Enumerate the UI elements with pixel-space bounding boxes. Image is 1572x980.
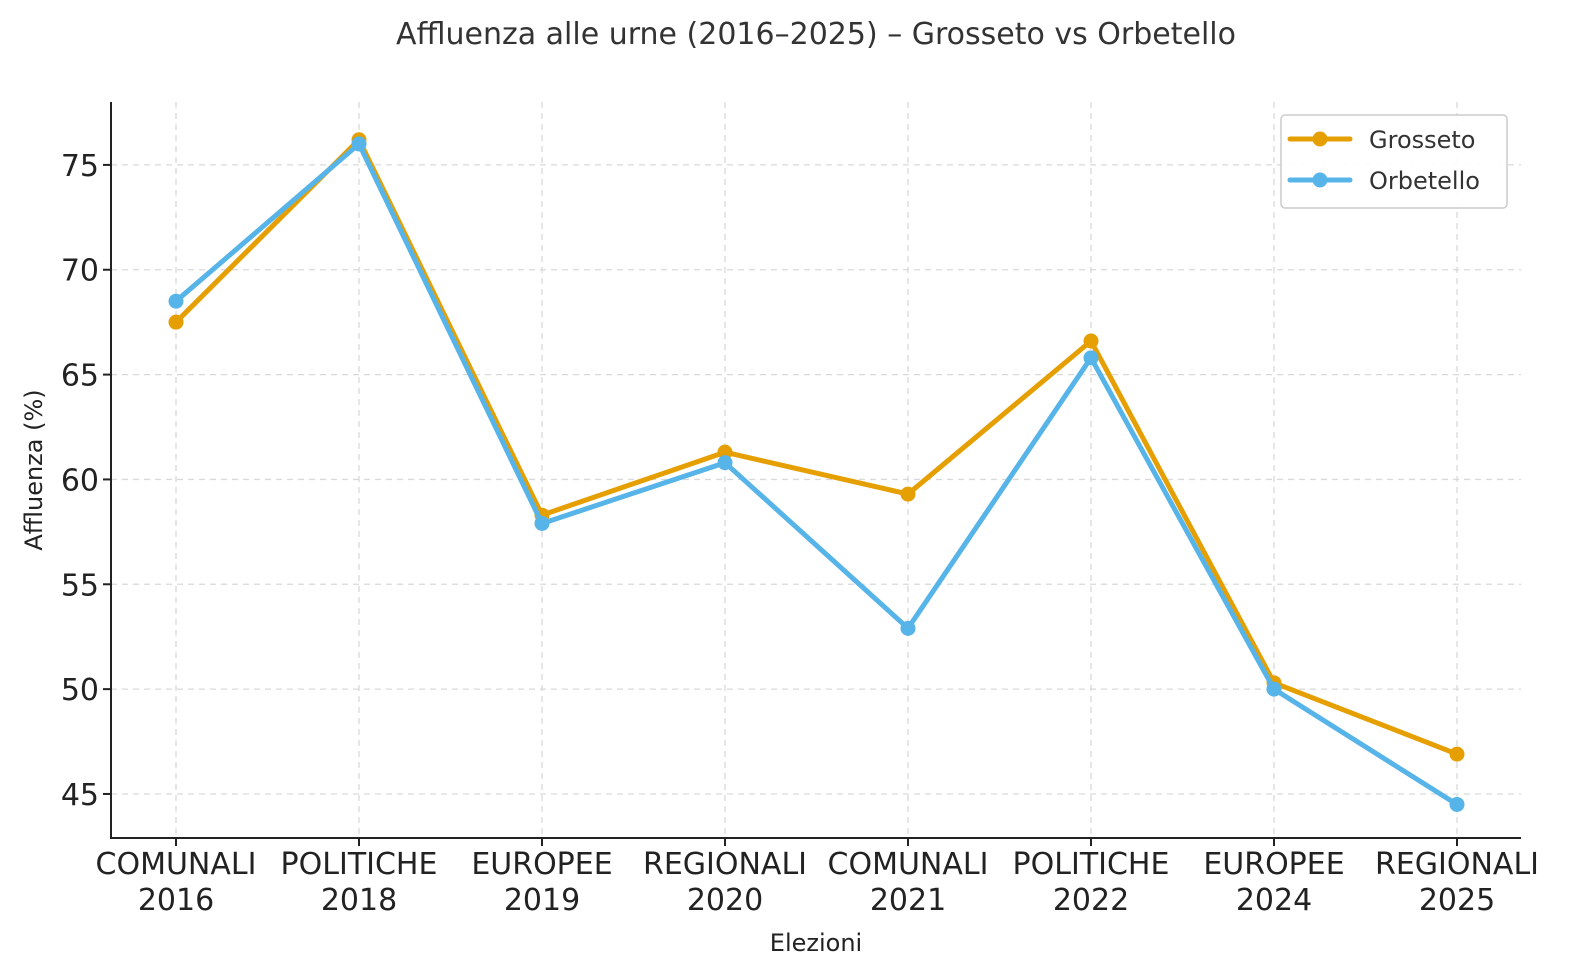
y-tick-label: 65 (61, 359, 99, 394)
y-axis-label: Affluenza (%) (20, 389, 48, 550)
legend: Grosseto Orbetello (1280, 114, 1508, 209)
y-tick-label: 60 (61, 463, 99, 498)
x-axis-ticks: COMUNALI 2016 POLITICHE 2018 EUROPEE 2019 REGI… (96, 838, 1539, 918)
data-point-orbetello (534, 515, 550, 531)
data-point-grosseto (717, 444, 733, 460)
data-point-orbetello (1083, 350, 1099, 366)
data-point-grosseto (1083, 333, 1099, 349)
series-line-grosseto (173, 137, 1460, 757)
legend-label-grosseto: Grosseto (1369, 126, 1476, 154)
x-tick-label: POLITICHE 2022 (1013, 847, 1170, 918)
grid (111, 102, 1521, 838)
data-point-orbetello (1266, 681, 1282, 697)
legend-marker-orbetello (1312, 172, 1328, 188)
chart-title: Affluenza alle urne (2016–2025) – Grosse… (396, 17, 1236, 52)
data-point-grosseto (168, 314, 184, 330)
x-tick-label: EUROPEE 2019 (471, 847, 612, 918)
data-point-grosseto (900, 486, 916, 502)
y-tick-label: 70 (61, 254, 99, 289)
x-axis-label: Elezioni (770, 929, 862, 957)
legend-label-orbetello: Orbetello (1369, 167, 1480, 195)
legend-marker-grosseto (1312, 131, 1328, 147)
series-line-orbetello (173, 141, 1460, 807)
data-point-grosseto (1449, 746, 1465, 762)
x-tick-label: POLITICHE 2018 (281, 847, 438, 918)
data-point-orbetello (351, 136, 367, 152)
axes (110, 102, 1521, 839)
y-axis-ticks: 45 50 55 60 65 70 75 (61, 149, 111, 813)
y-tick-label: 45 (61, 778, 99, 813)
data-point-orbetello (1449, 796, 1465, 812)
x-tick-label: COMUNALI 2021 (828, 847, 989, 918)
y-tick-label: 50 (61, 673, 99, 708)
data-point-orbetello (900, 620, 916, 636)
x-tick-label: REGIONALI 2020 (643, 847, 807, 918)
data-point-orbetello (168, 293, 184, 309)
series-group (168, 132, 1465, 812)
x-tick-label: COMUNALI 2016 (96, 847, 257, 918)
data-point-orbetello (717, 455, 733, 471)
y-tick-label: 75 (61, 149, 99, 184)
x-tick-label: EUROPEE 2024 (1203, 847, 1344, 918)
x-tick-label: REGIONALI 2025 (1375, 847, 1539, 918)
y-tick-label: 55 (61, 568, 99, 603)
